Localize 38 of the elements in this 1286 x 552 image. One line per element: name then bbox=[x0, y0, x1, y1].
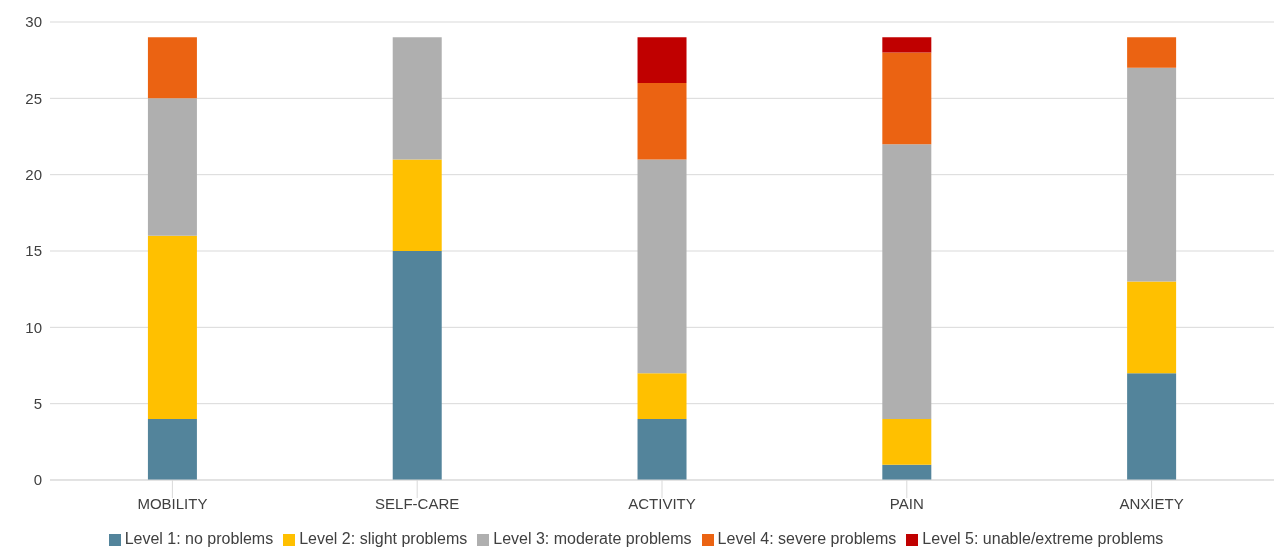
bar bbox=[882, 144, 932, 419]
bar bbox=[1127, 373, 1177, 480]
bar bbox=[637, 159, 687, 374]
bar bbox=[637, 373, 687, 419]
y-tick-label: 10 bbox=[25, 318, 42, 336]
bar bbox=[147, 235, 197, 419]
bar bbox=[882, 52, 932, 145]
legend-label: Level 2: slight problems bbox=[299, 530, 468, 547]
bar bbox=[637, 83, 687, 160]
y-tick-label: 20 bbox=[25, 165, 42, 183]
bar bbox=[882, 418, 932, 465]
bar bbox=[147, 98, 197, 236]
y-tick-label: 30 bbox=[25, 13, 42, 31]
x-tick-label: SELF-CARE bbox=[375, 494, 460, 512]
legend-label: Level 5: unable/extreme problems bbox=[922, 530, 1164, 547]
y-tick-label: 25 bbox=[25, 89, 42, 107]
bar bbox=[1127, 67, 1177, 282]
bar bbox=[147, 37, 197, 99]
legend-label: Level 3: moderate problems bbox=[493, 530, 692, 547]
bar bbox=[392, 251, 442, 480]
x-tick-label: ANXIETY bbox=[1119, 494, 1184, 512]
y-tick-label: 0 bbox=[33, 471, 42, 489]
bar bbox=[392, 159, 442, 251]
x-tick-label: PAIN bbox=[889, 494, 924, 512]
legend-label: Level 4: severe problems bbox=[717, 530, 897, 547]
bar bbox=[392, 37, 442, 160]
bar bbox=[637, 418, 687, 480]
bar bbox=[1127, 281, 1177, 374]
bar bbox=[882, 37, 932, 53]
bar bbox=[1127, 37, 1177, 68]
x-tick-label: MOBILITY bbox=[137, 494, 208, 512]
y-tick-label: 15 bbox=[25, 242, 42, 260]
bar bbox=[882, 464, 932, 480]
y-tick-label: 5 bbox=[33, 394, 42, 412]
legend-label: Level 1: no problems bbox=[124, 530, 274, 547]
x-tick-label: ACTIVITY bbox=[628, 494, 696, 512]
bar bbox=[637, 37, 687, 84]
bar bbox=[147, 418, 197, 480]
